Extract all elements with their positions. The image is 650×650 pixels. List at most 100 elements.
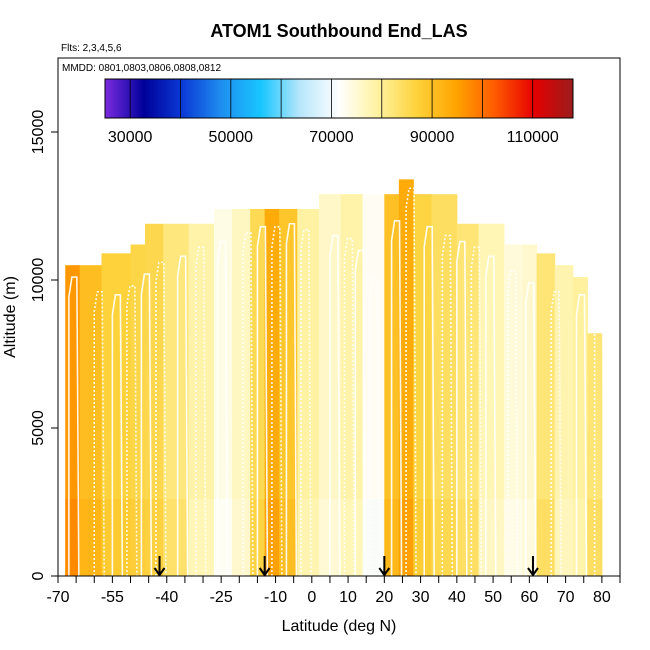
heatmap-lower-band-3	[130, 499, 146, 576]
heatmap-lower-band-21	[478, 499, 505, 576]
profile-line-3	[126, 285, 138, 577]
profile-line-7	[194, 246, 207, 577]
profile-line-18	[390, 220, 403, 577]
colorbar-tick-label-30000: 30000	[108, 129, 153, 146]
profile-line-21	[441, 234, 454, 577]
x-tick-label-60: 60	[520, 589, 538, 606]
y-tick-label-0: 0	[30, 571, 47, 580]
colorbar-ticks: 30000 50000 70000 90000 110000	[108, 79, 559, 146]
mmdd-label: MMDD: 0801,0803,0806,0808,0812	[62, 63, 221, 74]
x-tick-label-40: 40	[448, 589, 466, 606]
heatmap-lower-band-22	[503, 499, 523, 576]
profile-line-4	[140, 273, 153, 577]
heatmap-column-1	[79, 265, 103, 576]
heatmap-lower-band-27	[587, 499, 603, 576]
position-arrow-3	[527, 556, 539, 577]
profile-line-14	[329, 234, 341, 577]
x-tick-label-10: 10	[339, 589, 357, 606]
profile-line-16	[354, 249, 367, 577]
profile-line-28	[575, 294, 588, 577]
heatmap-lower-band-19	[431, 499, 458, 576]
plot-frame	[57, 57, 621, 577]
heatmap-lower-band-10	[264, 499, 280, 576]
profile-line-8	[216, 240, 229, 577]
x-axis-label: Latitude (deg N)	[282, 618, 397, 635]
x-axis: -70 -55 -40 -25 -10 0 10 20 30 40 50 60 70 80	[46, 576, 621, 606]
profile-line-29	[593, 299, 606, 577]
heatmap-lower-band-7	[213, 499, 233, 576]
heatmap-column-17	[398, 179, 414, 577]
colorbar-tick-label-90000: 90000	[410, 129, 455, 146]
profile-line-13	[300, 228, 312, 577]
x-tick-label-20: 20	[375, 589, 393, 606]
x-tick-label--10: -10	[264, 589, 287, 606]
heatmap-column-8	[232, 208, 251, 576]
x-tick-label-70: 70	[557, 589, 575, 606]
y-tick-label-15000: 15000	[30, 110, 47, 155]
position-arrows	[153, 556, 539, 577]
y-axis: 0 5000 10000 15000	[30, 110, 58, 580]
colorbar-tick-label-50000: 50000	[209, 129, 254, 146]
heatmap-lower-band-5	[163, 499, 190, 576]
heatmap-lower-band-4	[145, 499, 164, 576]
heatmap-lower-band-12	[297, 499, 320, 576]
heatmap-cells	[65, 179, 603, 577]
heatmap-lower-band-14	[340, 499, 364, 576]
colorbar-tick-label-70000: 70000	[309, 129, 354, 146]
heatmap-column-14	[340, 194, 364, 576]
profile-line-0	[68, 276, 80, 577]
x-tick-label--40: -40	[155, 589, 178, 606]
profile-line-1	[93, 291, 106, 577]
profile-line-27	[550, 291, 562, 577]
heatmap-column-10	[264, 208, 280, 576]
flights-label: Flts: 2,3,4,5,6	[61, 43, 122, 54]
profile-lines	[68, 187, 606, 577]
heatmap-column-12	[297, 208, 320, 576]
x-tick-label--55: -55	[101, 589, 124, 606]
colorbar-gradient	[104, 78, 574, 119]
heatmap-lower-band-20	[456, 499, 480, 576]
profile-line-17	[369, 276, 381, 577]
profile-line-5	[155, 261, 167, 577]
heatmap-lower-band-18	[413, 499, 432, 576]
position-arrow-0	[153, 556, 166, 577]
x-tick-label-30: 30	[412, 589, 430, 606]
profile-line-11	[271, 225, 283, 577]
profile-line-24	[485, 255, 497, 577]
profile-line-6	[176, 255, 189, 577]
position-arrow-1	[258, 556, 271, 577]
profile-line-2	[111, 294, 124, 577]
chart-title: ATOM1 Southbound End_LAS	[210, 21, 467, 41]
heatmap-column-7	[213, 208, 233, 576]
profile-line-15	[343, 237, 356, 577]
profile-line-12	[285, 222, 298, 577]
heatmap-lower-band-25	[554, 499, 574, 576]
heatmap-lower-band-8	[232, 499, 251, 576]
heatmap-lower-band-1	[79, 499, 103, 576]
y-tick-label-5000: 5000	[30, 410, 47, 446]
x-tick-label--25: -25	[210, 589, 233, 606]
y-axis-label: Altitude (m)	[2, 276, 19, 358]
x-tick-label-50: 50	[484, 589, 502, 606]
colorbar-tick-label-110000: 110000	[507, 129, 559, 146]
heatmap-column-18	[413, 194, 432, 576]
x-tick-label-0: 0	[307, 589, 316, 606]
heatmap-column-15	[362, 194, 385, 576]
profile-line-20	[423, 225, 435, 577]
profile-line-26	[524, 282, 537, 577]
profile-line-10	[256, 225, 269, 577]
colorbar: 30000 50000 70000 90000 110000	[104, 78, 574, 146]
heatmap-lower-band-11	[279, 499, 298, 576]
heatmap-lower-band-24	[536, 499, 556, 576]
profile-line-25	[506, 270, 519, 577]
profile-line-22	[456, 240, 468, 577]
profile-line-23	[470, 246, 483, 577]
profile-line-19	[405, 187, 417, 577]
heatmap-lower-band-17	[398, 499, 414, 576]
x-tick-label-80: 80	[593, 589, 611, 606]
x-tick-label--70: -70	[46, 589, 69, 606]
position-arrow-2	[378, 556, 391, 577]
heatmap-column-11	[279, 208, 298, 576]
heatmap-column-20	[456, 223, 480, 576]
